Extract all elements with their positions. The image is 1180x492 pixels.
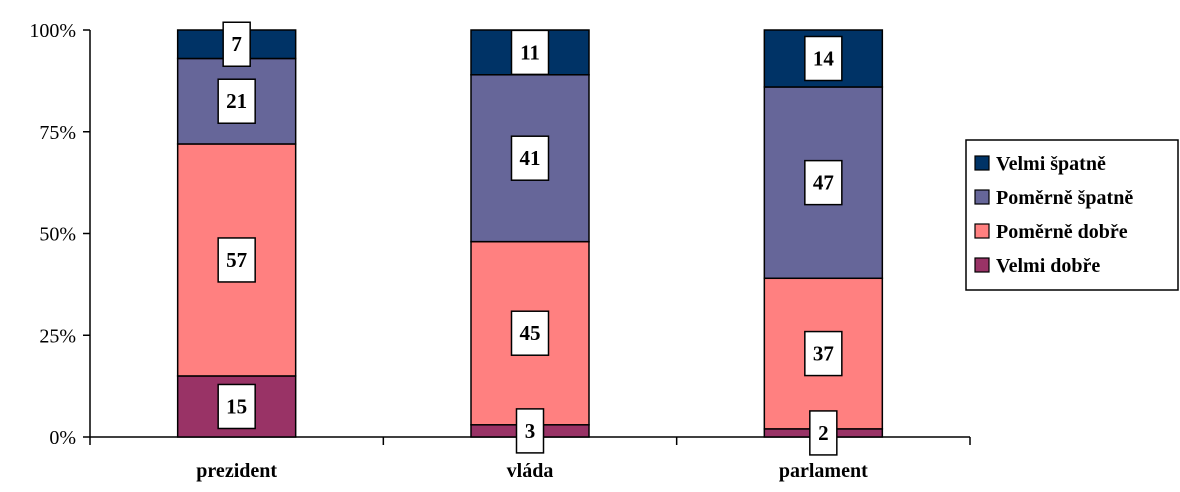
data-label-box — [510, 135, 550, 181]
legend-label: Velmi špatně — [996, 153, 1106, 175]
legend-swatch — [974, 155, 990, 171]
y-tick-label: 50% — [39, 224, 76, 246]
legend-swatch — [974, 223, 990, 239]
data-label: 7 — [231, 32, 242, 56]
category-label: prezident — [196, 460, 277, 482]
category-label: vláda — [507, 460, 554, 482]
data-labels: 15 57 21 7 3 45 41 11 2 37 47 14 — [217, 21, 843, 456]
data-label-box — [809, 410, 838, 456]
data-label: 47 — [813, 171, 834, 195]
data-label-box — [804, 330, 843, 377]
y-tick-label: 25% — [39, 325, 76, 347]
data-label: 21 — [226, 89, 247, 113]
y-tick-label: 0% — [49, 427, 76, 449]
data-label-box — [515, 408, 545, 454]
data-label: 2 — [818, 421, 829, 445]
data-label-box — [804, 35, 843, 82]
data-label: 41 — [520, 146, 541, 170]
data-label: 15 — [226, 394, 247, 418]
data-label-box — [510, 29, 550, 76]
y-tick-label: 100% — [29, 20, 76, 42]
bars — [176, 29, 884, 438]
data-label-box — [217, 383, 256, 430]
category-label: parlament — [779, 460, 868, 482]
data-label: 45 — [520, 321, 541, 345]
legend-swatch — [974, 189, 990, 205]
legend-swatch — [974, 257, 990, 273]
legend-box — [965, 139, 1179, 291]
legend-label: Velmi dobře — [996, 255, 1100, 277]
data-label-box — [217, 78, 256, 124]
y-tick-label: 75% — [39, 122, 76, 144]
data-label-box — [510, 310, 550, 356]
data-label-box — [804, 159, 843, 206]
data-label: 3 — [525, 419, 536, 443]
legend-label: Poměrně špatně — [996, 187, 1133, 209]
data-label-box — [217, 237, 256, 283]
data-label: 37 — [813, 342, 834, 366]
legend-label: Poměrně dobře — [996, 221, 1128, 243]
data-label-box — [222, 21, 251, 67]
data-label: 57 — [226, 248, 247, 272]
data-label: 14 — [813, 46, 835, 70]
legend: Velmi špatně Poměrně špatně Poměrně dobře V… — [965, 139, 1179, 291]
data-label: 11 — [520, 40, 540, 64]
